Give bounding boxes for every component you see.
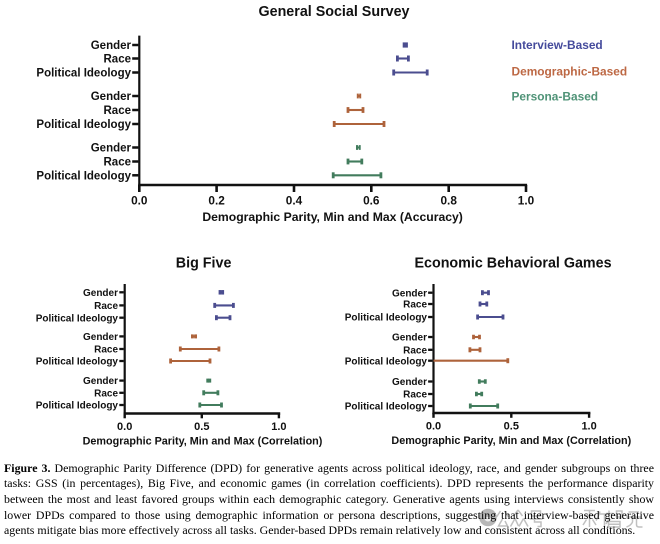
svg-text:Political Ideology: Political Ideology xyxy=(36,119,131,131)
svg-text:0.6: 0.6 xyxy=(363,194,380,208)
svg-text:Gender: Gender xyxy=(83,288,118,299)
svg-text:Gender: Gender xyxy=(392,333,427,344)
svg-text:0.0: 0.0 xyxy=(131,194,148,208)
svg-text:1.0: 1.0 xyxy=(271,421,286,433)
svg-text:Race: Race xyxy=(403,345,427,356)
svg-text:Gender: Gender xyxy=(91,40,132,52)
svg-text:Interview-Based: Interview-Based xyxy=(512,38,603,52)
svg-text:Gender: Gender xyxy=(392,377,427,388)
svg-text:0.5: 0.5 xyxy=(194,421,209,433)
svg-text:Gender: Gender xyxy=(83,376,118,387)
svg-text:0.0: 0.0 xyxy=(117,421,132,433)
svg-text:Gender: Gender xyxy=(91,143,132,155)
svg-text:Gender: Gender xyxy=(392,288,427,299)
svg-text:Race: Race xyxy=(94,345,118,356)
svg-text:Persona-Based: Persona-Based xyxy=(512,90,599,104)
svg-text:General Social Survey: General Social Survey xyxy=(259,4,410,20)
svg-text:0.8: 0.8 xyxy=(440,194,457,208)
svg-text:Political Ideology: Political Ideology xyxy=(36,170,131,182)
svg-text:0.0: 0.0 xyxy=(426,421,441,433)
svg-text:Gender: Gender xyxy=(91,91,132,103)
svg-text:Race: Race xyxy=(403,300,427,311)
svg-text:Race: Race xyxy=(94,301,118,312)
svg-text:Political Ideology: Political Ideology xyxy=(345,313,428,324)
svg-text:0.2: 0.2 xyxy=(208,194,225,208)
svg-text:0.4: 0.4 xyxy=(286,194,303,208)
svg-text:Demographic Parity, Min and Ma: Demographic Parity, Min and Max (Accurac… xyxy=(202,210,463,224)
svg-text:Race: Race xyxy=(104,54,132,66)
svg-text:Political Ideology: Political Ideology xyxy=(36,357,119,368)
svg-text:Demographic-Based: Demographic-Based xyxy=(512,65,628,79)
svg-text:Political Ideology: Political Ideology xyxy=(36,313,119,324)
svg-text:Gender: Gender xyxy=(83,332,118,343)
svg-text:0.5: 0.5 xyxy=(504,421,519,433)
svg-text:Political Ideology: Political Ideology xyxy=(345,402,428,413)
svg-text:Race: Race xyxy=(94,388,118,399)
svg-text:1.0: 1.0 xyxy=(581,421,596,433)
svg-text:1.0: 1.0 xyxy=(518,194,535,208)
svg-text:Demographic Parity, Min and Ma: Demographic Parity, Min and Max (Correla… xyxy=(83,435,323,447)
svg-text:Race: Race xyxy=(104,105,132,117)
svg-text:Race: Race xyxy=(403,390,427,401)
svg-text:Political Ideology: Political Ideology xyxy=(36,401,119,412)
svg-text:Race: Race xyxy=(104,157,132,169)
svg-text:Demographic Parity, Min and Ma: Demographic Parity, Min and Max (Correla… xyxy=(391,435,631,447)
svg-text:Political Ideology: Political Ideology xyxy=(345,356,428,367)
svg-text:Economic Behavioral Games: Economic Behavioral Games xyxy=(414,256,611,272)
svg-text:Big Five: Big Five xyxy=(176,256,232,272)
svg-text:Political Ideology: Political Ideology xyxy=(36,68,131,80)
